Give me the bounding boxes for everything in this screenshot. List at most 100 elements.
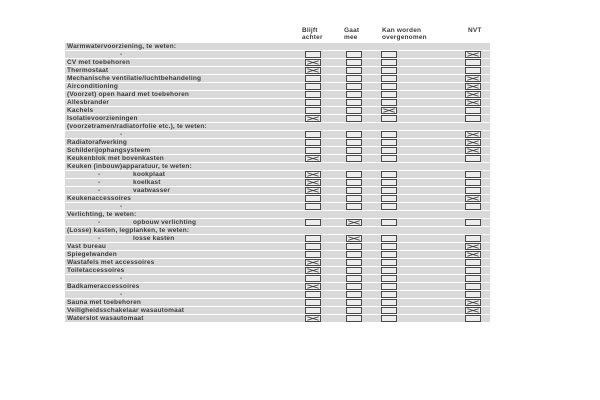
checkbox-blijft-achter[interactable] bbox=[305, 179, 321, 186]
checkbox-blijft-achter[interactable] bbox=[305, 171, 321, 178]
checkbox-gaat-mee[interactable] bbox=[346, 139, 362, 146]
checkbox-gaat-mee[interactable] bbox=[346, 195, 362, 202]
checkbox-kan-worden-overgenomen[interactable] bbox=[381, 139, 397, 146]
checkbox-blijft-achter[interactable] bbox=[305, 131, 321, 138]
checkbox-kan-worden-overgenomen[interactable] bbox=[381, 107, 397, 114]
checkbox-gaat-mee[interactable] bbox=[346, 315, 362, 322]
checkbox-nvt[interactable] bbox=[465, 315, 481, 322]
checkbox-blijft-achter[interactable] bbox=[305, 259, 321, 266]
checkbox-gaat-mee[interactable] bbox=[346, 91, 362, 98]
checkbox-blijft-achter[interactable] bbox=[305, 267, 321, 274]
checkbox-nvt[interactable] bbox=[465, 275, 481, 282]
checkbox-blijft-achter[interactable] bbox=[305, 203, 321, 210]
checkbox-kan-worden-overgenomen[interactable] bbox=[381, 243, 397, 250]
checkbox-blijft-achter[interactable] bbox=[305, 147, 321, 154]
checkbox-nvt[interactable] bbox=[465, 267, 481, 274]
checkbox-nvt[interactable] bbox=[465, 67, 481, 74]
checkbox-nvt[interactable] bbox=[465, 187, 481, 194]
checkbox-kan-worden-overgenomen[interactable] bbox=[381, 251, 397, 258]
checkbox-nvt[interactable] bbox=[465, 259, 481, 266]
checkbox-blijft-achter[interactable] bbox=[305, 59, 321, 66]
checkbox-blijft-achter[interactable] bbox=[305, 243, 321, 250]
checkbox-nvt[interactable] bbox=[465, 243, 481, 250]
checkbox-nvt[interactable] bbox=[465, 115, 481, 122]
checkbox-kan-worden-overgenomen[interactable] bbox=[381, 291, 397, 298]
checkbox-nvt[interactable] bbox=[465, 299, 481, 306]
checkbox-kan-worden-overgenomen[interactable] bbox=[381, 195, 397, 202]
checkbox-kan-worden-overgenomen[interactable] bbox=[381, 115, 397, 122]
checkbox-kan-worden-overgenomen[interactable] bbox=[381, 75, 397, 82]
checkbox-blijft-achter[interactable] bbox=[305, 299, 321, 306]
checkbox-kan-worden-overgenomen[interactable] bbox=[381, 267, 397, 274]
checkbox-kan-worden-overgenomen[interactable] bbox=[381, 67, 397, 74]
checkbox-nvt[interactable] bbox=[465, 203, 481, 210]
checkbox-gaat-mee[interactable] bbox=[346, 155, 362, 162]
checkbox-blijft-achter[interactable] bbox=[305, 307, 321, 314]
checkbox-nvt[interactable] bbox=[465, 179, 481, 186]
checkbox-kan-worden-overgenomen[interactable] bbox=[381, 307, 397, 314]
checkbox-nvt[interactable] bbox=[465, 219, 481, 226]
checkbox-gaat-mee[interactable] bbox=[346, 219, 362, 226]
checkbox-kan-worden-overgenomen[interactable] bbox=[381, 83, 397, 90]
checkbox-gaat-mee[interactable] bbox=[346, 267, 362, 274]
checkbox-kan-worden-overgenomen[interactable] bbox=[381, 131, 397, 138]
checkbox-blijft-achter[interactable] bbox=[305, 115, 321, 122]
checkbox-nvt[interactable] bbox=[465, 195, 481, 202]
checkbox-gaat-mee[interactable] bbox=[346, 115, 362, 122]
checkbox-gaat-mee[interactable] bbox=[346, 147, 362, 154]
checkbox-blijft-achter[interactable] bbox=[305, 99, 321, 106]
checkbox-gaat-mee[interactable] bbox=[346, 243, 362, 250]
checkbox-kan-worden-overgenomen[interactable] bbox=[381, 179, 397, 186]
checkbox-gaat-mee[interactable] bbox=[346, 259, 362, 266]
checkbox-blijft-achter[interactable] bbox=[305, 291, 321, 298]
checkbox-gaat-mee[interactable] bbox=[346, 275, 362, 282]
checkbox-gaat-mee[interactable] bbox=[346, 299, 362, 306]
checkbox-gaat-mee[interactable] bbox=[346, 187, 362, 194]
checkbox-blijft-achter[interactable] bbox=[305, 67, 321, 74]
checkbox-blijft-achter[interactable] bbox=[305, 83, 321, 90]
checkbox-kan-worden-overgenomen[interactable] bbox=[381, 147, 397, 154]
checkbox-blijft-achter[interactable] bbox=[305, 275, 321, 282]
checkbox-gaat-mee[interactable] bbox=[346, 235, 362, 242]
checkbox-blijft-achter[interactable] bbox=[305, 251, 321, 258]
checkbox-blijft-achter[interactable] bbox=[305, 155, 321, 162]
checkbox-blijft-achter[interactable] bbox=[305, 235, 321, 242]
checkbox-nvt[interactable] bbox=[465, 283, 481, 290]
checkbox-nvt[interactable] bbox=[465, 291, 481, 298]
checkbox-nvt[interactable] bbox=[465, 251, 481, 258]
checkbox-gaat-mee[interactable] bbox=[346, 67, 362, 74]
checkbox-nvt[interactable] bbox=[465, 307, 481, 314]
checkbox-kan-worden-overgenomen[interactable] bbox=[381, 91, 397, 98]
checkbox-nvt[interactable] bbox=[465, 51, 481, 58]
checkbox-nvt[interactable] bbox=[465, 235, 481, 242]
checkbox-gaat-mee[interactable] bbox=[346, 171, 362, 178]
checkbox-blijft-achter[interactable] bbox=[305, 283, 321, 290]
checkbox-nvt[interactable] bbox=[465, 107, 481, 114]
checkbox-blijft-achter[interactable] bbox=[305, 219, 321, 226]
checkbox-kan-worden-overgenomen[interactable] bbox=[381, 219, 397, 226]
checkbox-kan-worden-overgenomen[interactable] bbox=[381, 315, 397, 322]
checkbox-gaat-mee[interactable] bbox=[346, 131, 362, 138]
checkbox-blijft-achter[interactable] bbox=[305, 51, 321, 58]
checkbox-nvt[interactable] bbox=[465, 91, 481, 98]
checkbox-kan-worden-overgenomen[interactable] bbox=[381, 99, 397, 106]
checkbox-nvt[interactable] bbox=[465, 139, 481, 146]
checkbox-kan-worden-overgenomen[interactable] bbox=[381, 155, 397, 162]
checkbox-blijft-achter[interactable] bbox=[305, 75, 321, 82]
checkbox-nvt[interactable] bbox=[465, 147, 481, 154]
checkbox-gaat-mee[interactable] bbox=[346, 75, 362, 82]
checkbox-gaat-mee[interactable] bbox=[346, 83, 362, 90]
checkbox-kan-worden-overgenomen[interactable] bbox=[381, 235, 397, 242]
checkbox-nvt[interactable] bbox=[465, 75, 481, 82]
checkbox-nvt[interactable] bbox=[465, 131, 481, 138]
checkbox-nvt[interactable] bbox=[465, 83, 481, 90]
checkbox-blijft-achter[interactable] bbox=[305, 195, 321, 202]
checkbox-kan-worden-overgenomen[interactable] bbox=[381, 59, 397, 66]
checkbox-nvt[interactable] bbox=[465, 59, 481, 66]
checkbox-gaat-mee[interactable] bbox=[346, 307, 362, 314]
checkbox-kan-worden-overgenomen[interactable] bbox=[381, 283, 397, 290]
checkbox-kan-worden-overgenomen[interactable] bbox=[381, 171, 397, 178]
checkbox-blijft-achter[interactable] bbox=[305, 91, 321, 98]
checkbox-kan-worden-overgenomen[interactable] bbox=[381, 51, 397, 58]
checkbox-nvt[interactable] bbox=[465, 171, 481, 178]
